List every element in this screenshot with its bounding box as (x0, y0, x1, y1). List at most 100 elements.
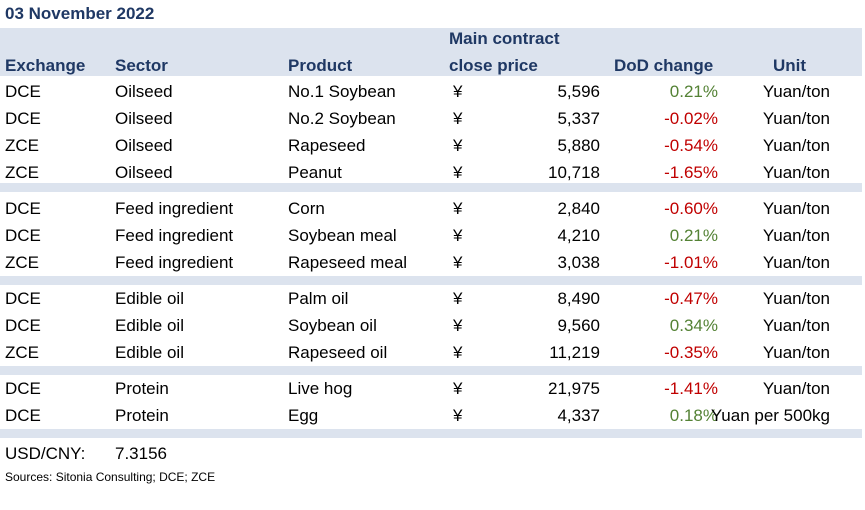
cell-exchange: DCE (5, 199, 41, 218)
table-row: DCE Feed ingredient Soybean meal ¥4,210 0.21… (0, 222, 862, 249)
cell-close-price: 21,975 (548, 379, 600, 398)
report-date-title: 03 November 2022 (5, 4, 155, 23)
cell-unit: Yuan/ton (762, 226, 830, 245)
cell-unit: Yuan/ton (762, 109, 830, 128)
cell-currency: ¥ (453, 163, 463, 182)
table-header: Exchange Sector Product Main contract cl… (0, 28, 862, 76)
cell-close-price: 9,560 (557, 316, 600, 335)
cell-product: Peanut (288, 163, 342, 182)
cell-unit: Yuan/ton (762, 82, 830, 101)
table-row: DCE Protein Live hog ¥21,975 -1.41% Yuan/ton (0, 375, 862, 402)
cell-unit: Yuan/ton (762, 343, 830, 362)
cell-currency: ¥ (453, 343, 463, 362)
cell-sector: Oilseed (115, 136, 173, 155)
table-row: DCE Edible oil Soybean oil ¥9,560 0.34% Yuan/… (0, 312, 862, 339)
cell-sector: Feed ingredient (115, 253, 234, 272)
cell-dod-change: 0.21% (669, 82, 718, 101)
cell-unit: Yuan/ton (762, 379, 830, 398)
header-unit: Unit (773, 56, 807, 75)
cell-product: Corn (288, 199, 325, 218)
cell-dod-change: -1.65% (664, 163, 718, 182)
cell-dod-change: 0.18% (669, 406, 718, 425)
cell-currency: ¥ (453, 136, 463, 155)
cell-unit: Yuan/ton (762, 316, 830, 335)
cell-product: Palm oil (288, 289, 349, 308)
group-divider (0, 429, 862, 438)
cell-currency: ¥ (453, 289, 463, 308)
header-exchange: Exchange (5, 56, 86, 75)
cell-dod-change: 0.21% (669, 226, 718, 245)
cell-product: Soybean oil (288, 316, 377, 335)
header-sector: Sector (115, 56, 168, 75)
cell-exchange: DCE (5, 379, 41, 398)
table-row: DCE Feed ingredient Corn ¥2,840 -0.60% Yuan/t… (0, 195, 862, 222)
cell-currency: ¥ (453, 82, 463, 101)
cell-sector: Protein (115, 379, 169, 398)
cell-product: Soybean meal (288, 226, 397, 245)
cell-exchange: ZCE (5, 136, 39, 155)
cell-exchange: DCE (5, 316, 41, 335)
table-row: ZCE Edible oil Rapeseed oil ¥11,219 -0.35% Yu… (0, 339, 862, 366)
cell-dod-change: -0.02% (664, 109, 718, 128)
table-row: ZCE Oilseed Rapeseed ¥5,880 -0.54% Yuan/ton (0, 132, 862, 159)
cell-dod-change: -0.35% (664, 343, 718, 362)
cell-exchange: DCE (5, 226, 41, 245)
cell-dod-change: -0.60% (664, 199, 718, 218)
header-dod-change: DoD change (614, 56, 714, 75)
cell-unit: Yuan/ton (762, 253, 830, 272)
cell-sector: Oilseed (115, 109, 173, 128)
table-row: DCE Protein Egg ¥4,337 0.18% Yuan per 500kg (0, 402, 862, 429)
cell-sector: Edible oil (115, 316, 184, 335)
cell-sector: Feed ingredient (115, 199, 234, 218)
group-divider (0, 183, 862, 192)
cell-unit: Yuan/ton (762, 199, 830, 218)
cell-close-price: 8,490 (557, 289, 600, 308)
cell-unit: Yuan/ton (762, 163, 830, 182)
cell-exchange: DCE (5, 289, 41, 308)
cell-product: Egg (288, 406, 319, 425)
cell-product: Rapeseed (288, 136, 366, 155)
fx-label: USD/CNY: (5, 444, 86, 463)
cell-dod-change: -1.01% (664, 253, 718, 272)
cell-close-price: 4,337 (557, 406, 600, 425)
cell-product: No.1 Soybean (288, 82, 396, 101)
cell-exchange: DCE (5, 109, 41, 128)
cell-close-price: 10,718 (548, 163, 600, 182)
cell-sector: Oilseed (115, 82, 173, 101)
cell-close-price: 5,596 (557, 82, 600, 101)
cell-exchange: DCE (5, 82, 41, 101)
cell-close-price: 3,038 (557, 253, 600, 272)
cell-unit: Yuan/ton (762, 136, 830, 155)
source-note: Sources: Sitonia Consulting; DCE; ZCE (5, 470, 216, 484)
cell-dod-change: -0.47% (664, 289, 718, 308)
cell-close-price: 5,337 (557, 109, 600, 128)
header-product: Product (288, 56, 353, 75)
cell-exchange: DCE (5, 406, 41, 425)
cell-product: No.2 Soybean (288, 109, 396, 128)
cell-sector: Protein (115, 406, 169, 425)
header-close-price-line1: Main contract (449, 29, 560, 48)
cell-currency: ¥ (453, 226, 463, 245)
fx-value: 7.3156 (115, 444, 167, 463)
cell-currency: ¥ (453, 316, 463, 335)
cell-sector: Edible oil (115, 289, 184, 308)
cell-exchange: ZCE (5, 163, 39, 182)
cell-sector: Edible oil (115, 343, 184, 362)
table-row: DCE Edible oil Palm oil ¥8,490 -0.47% Yuan/to… (0, 285, 862, 312)
cell-currency: ¥ (453, 379, 463, 398)
cell-currency: ¥ (453, 109, 463, 128)
cell-product: Live hog (288, 379, 353, 398)
cell-product: Rapeseed oil (288, 343, 388, 362)
cell-dod-change: 0.34% (669, 316, 718, 335)
table-row: ZCE Oilseed Peanut ¥10,718 -1.65% Yuan/ton (0, 159, 862, 186)
cell-close-price: 2,840 (557, 199, 600, 218)
cell-close-price: 11,219 (549, 343, 600, 362)
cell-currency: ¥ (453, 199, 463, 218)
cell-exchange: ZCE (5, 253, 39, 272)
cell-close-price: 4,210 (557, 226, 600, 245)
header-close-price-line2: close price (449, 56, 538, 75)
table-row: DCE Oilseed No.2 Soybean ¥5,337 -0.02% Yuan/t… (0, 105, 862, 132)
cell-currency: ¥ (453, 406, 463, 425)
cell-dod-change: -1.41% (664, 379, 718, 398)
table-row: ZCE Feed ingredient Rapeseed meal ¥3,038 -1.… (0, 249, 862, 276)
